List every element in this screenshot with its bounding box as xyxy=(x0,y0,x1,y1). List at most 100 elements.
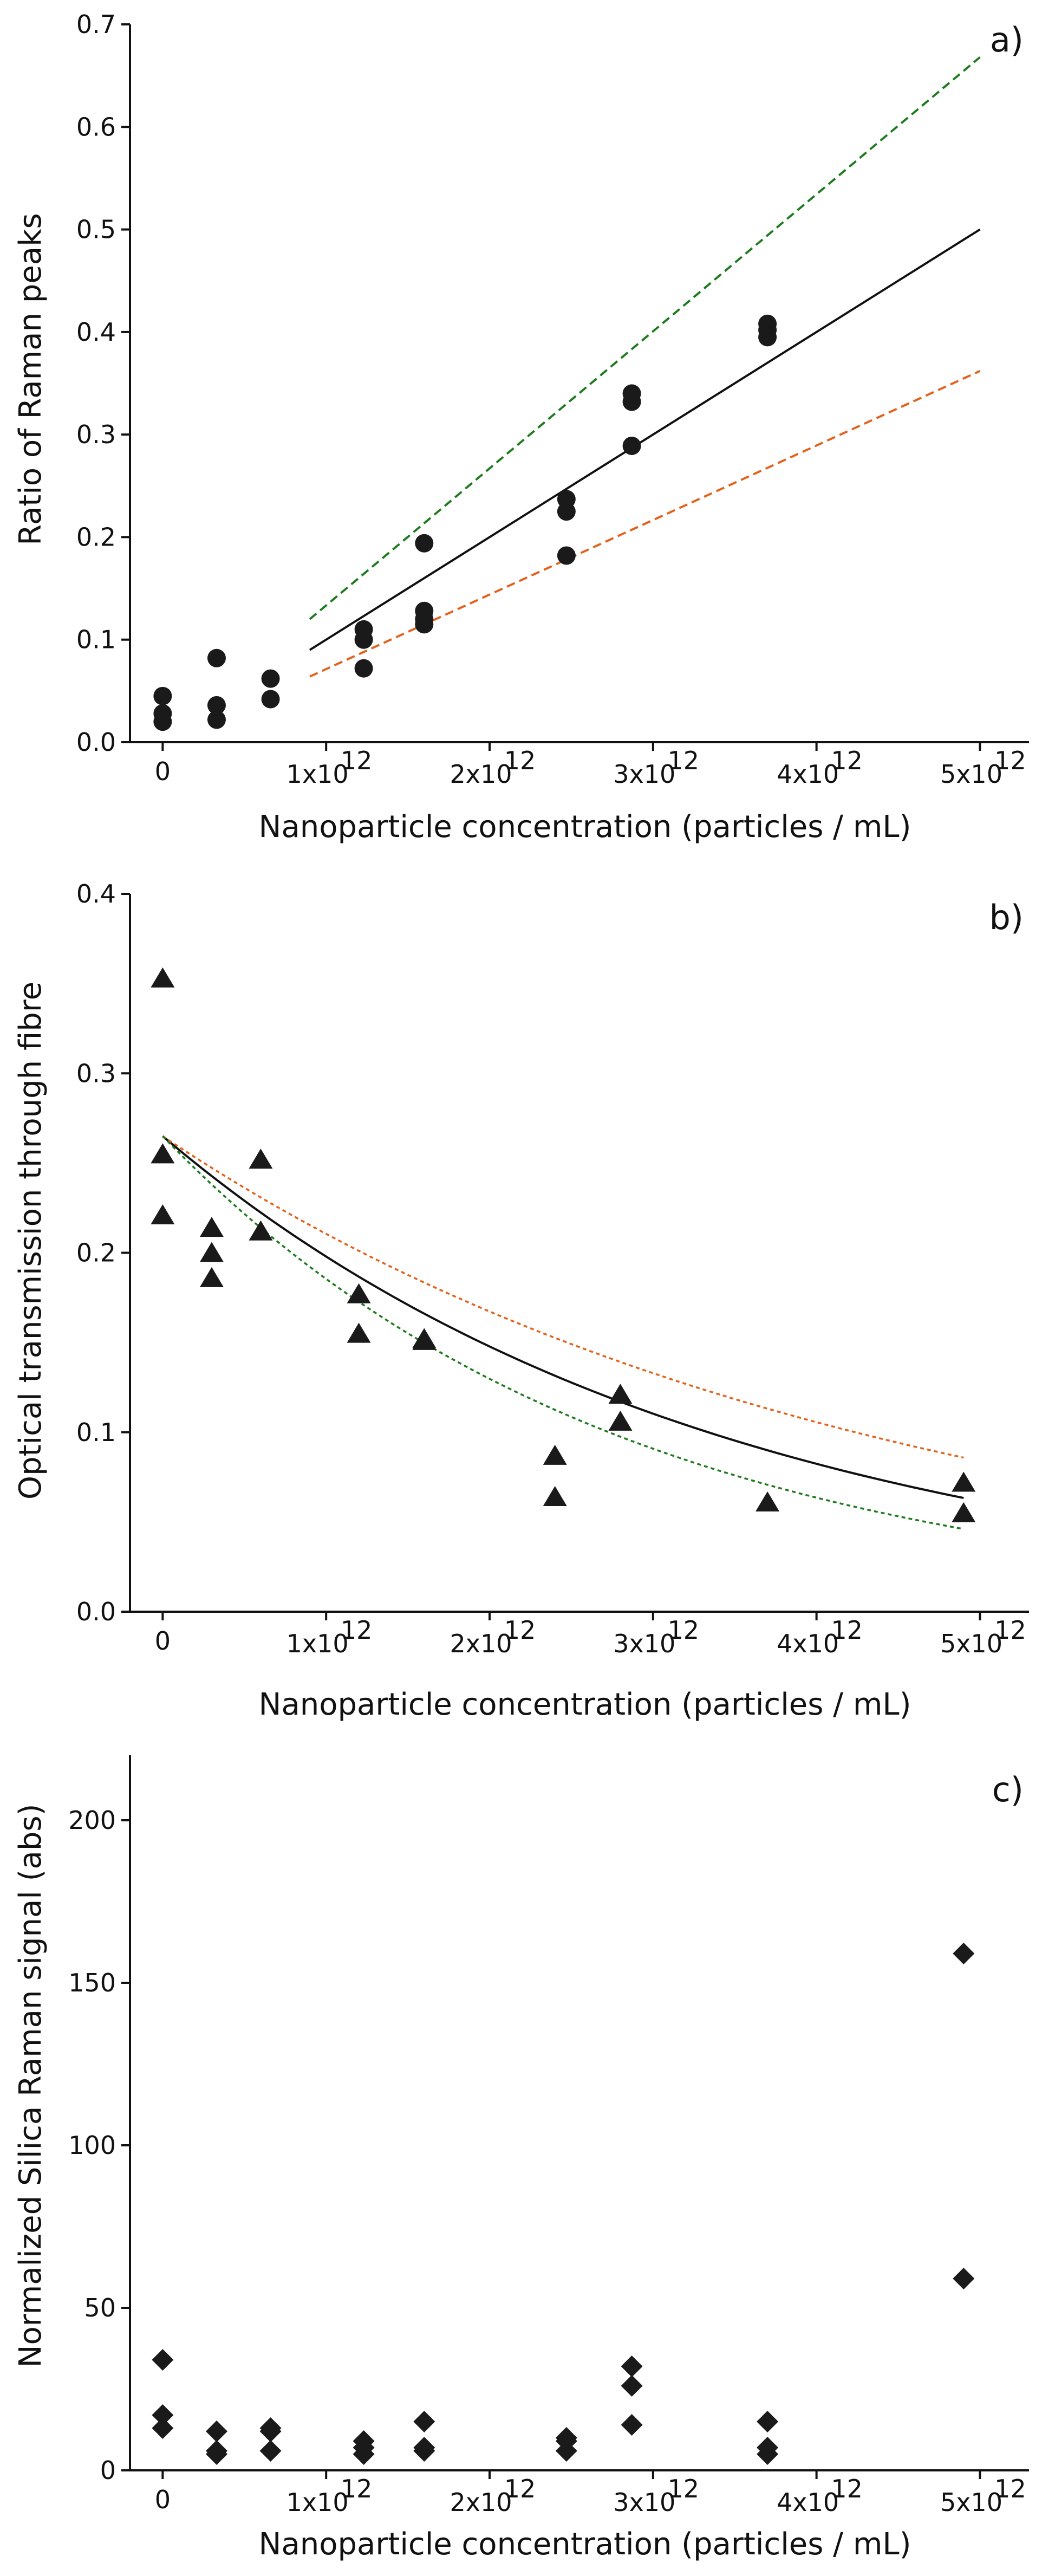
panel-a-lower-bound-line xyxy=(309,369,981,678)
panel-a-data-point xyxy=(758,314,777,333)
panel-b-data-point xyxy=(199,1267,224,1287)
panel-c-x-tick-label: 3x10 xyxy=(613,2488,675,2517)
panel-b-x-tick-exponent: 12 xyxy=(341,1615,373,1645)
panel-c-y-tick-label: 200 xyxy=(68,1806,116,1835)
panel-c-data-point xyxy=(621,2356,643,2377)
panel-c-data-point xyxy=(152,2404,174,2426)
panel-c-x-tick-exponent: 12 xyxy=(994,2474,1026,2503)
panel-a-y-tick-label: 0.1 xyxy=(76,625,116,654)
panel-b-x-tick-exponent: 12 xyxy=(668,1615,700,1645)
panel-b-lower-bound-curve xyxy=(162,1135,964,1530)
panel-c-data-point xyxy=(953,2268,975,2289)
panel-b-data-point xyxy=(347,1283,371,1303)
panel-b-y-axis-label: Optical transmission through fibre xyxy=(13,982,48,1500)
panel-a-data-point xyxy=(622,436,641,455)
panel-a-y-tick-label: 0.5 xyxy=(76,215,116,244)
panel-a-data-point xyxy=(415,601,434,620)
panel-c-data-point xyxy=(205,2421,227,2442)
panel-c-x-tick-label: 4x10 xyxy=(777,2488,839,2517)
panel-b-x-tick-label: 0 xyxy=(155,1626,171,1656)
panel-b-data-point xyxy=(952,1502,976,1522)
panel-b-fit-curves xyxy=(162,1135,964,1530)
panel-b-data-point xyxy=(199,1217,224,1237)
panel-b-x-tick-exponent: 12 xyxy=(831,1615,863,1645)
panel-a-x-tick-exponent: 12 xyxy=(668,746,700,775)
panel-c-data-point xyxy=(353,2443,375,2465)
panel-a-x-tick-exponent: 12 xyxy=(831,746,863,775)
panel-c-data-point xyxy=(621,2414,643,2436)
panel-a-y-tick-label: 0.3 xyxy=(76,420,116,449)
panel-b-x-tick-label: 1x10 xyxy=(286,1629,349,1658)
panel-a-x-tick-label: 5x10 xyxy=(940,760,1002,789)
panel-c-y-tick-label: 100 xyxy=(68,2131,116,2160)
panel-b-y-tick-label: 0.1 xyxy=(76,1418,116,1447)
panel-a-x-tick-label: 4x10 xyxy=(777,760,839,789)
panel-a-data-point xyxy=(207,696,226,715)
panel-b-data-point xyxy=(756,1491,780,1511)
panel-a-y-tick-label: 0.4 xyxy=(76,317,116,347)
panel-b-data-point xyxy=(151,1204,175,1224)
panel-a-data-point xyxy=(354,620,373,639)
panel-b-data-point xyxy=(608,1410,633,1431)
panel-c-data-point xyxy=(621,2375,643,2397)
panel-b-x-tick-exponent: 12 xyxy=(504,1615,536,1645)
panel-a-label: a) xyxy=(990,20,1024,60)
panel-b-label: b) xyxy=(989,898,1024,937)
panel-a-y-tick-label: 0.6 xyxy=(76,112,116,141)
panel-a-x-tick-label: 2x10 xyxy=(450,760,512,789)
panel-c-x-tick-exponent: 12 xyxy=(831,2474,863,2503)
panel-a-x-tick-exponent: 12 xyxy=(994,746,1026,775)
panel-a-x-tick-label: 3x10 xyxy=(613,760,675,789)
panel-a-x-axis-label: Nanoparticle concentration (particles / … xyxy=(259,809,911,845)
panel-b-data-point xyxy=(249,1149,273,1169)
panel-c-x-tick-label: 1x10 xyxy=(286,2488,349,2517)
panel-a-y-tick-label: 0.0 xyxy=(76,728,116,757)
panel-a: a) Ratio of Raman peaks Nanoparticle con… xyxy=(13,10,1029,845)
panel-b-data-point xyxy=(249,1220,273,1241)
panel-b-fit-curve xyxy=(162,1135,964,1500)
panel-c-data-point xyxy=(953,1943,975,1964)
panel-a-data-point xyxy=(261,669,280,688)
panel-b-data-point xyxy=(543,1486,567,1506)
panel-c-data-point xyxy=(413,2440,435,2462)
panel-b-data-point xyxy=(199,1242,224,1262)
panel-c-data-point xyxy=(152,2349,174,2371)
panel-c-y-tick-label: 50 xyxy=(84,2293,116,2322)
panel-b-x-tick-label: 3x10 xyxy=(613,1629,675,1658)
panel-a-data-point xyxy=(207,710,226,729)
panel-b-y-tick-label: 0.2 xyxy=(76,1238,116,1268)
panel-c-data-points xyxy=(152,1943,975,2465)
panel-a-upper-bound-line xyxy=(309,56,981,620)
panel-c-x-tick-exponent: 12 xyxy=(668,2474,700,2503)
panel-b-y-tick-label: 0.4 xyxy=(76,879,116,909)
panel-b-data-point xyxy=(543,1444,567,1465)
panel-a-data-point xyxy=(153,704,172,723)
panel-c-data-point xyxy=(152,2417,174,2439)
panel-a-x-tick-label: 0 xyxy=(155,757,171,786)
panel-c-y-tick-label: 0 xyxy=(100,2456,116,2485)
panel-b-data-points xyxy=(151,967,976,1522)
panel-b-y-tick-label: 0.0 xyxy=(76,1597,116,1626)
panel-a-y-axis-label: Ratio of Raman peaks xyxy=(13,213,48,545)
panel-c-data-point xyxy=(205,2443,227,2465)
panel-c-x-axis-label: Nanoparticle concentration (particles / … xyxy=(259,2527,911,2562)
panel-b-data-point xyxy=(151,1143,175,1164)
panel-b-data-point xyxy=(151,967,175,988)
panel-c-x-tick-label: 5x10 xyxy=(940,2488,1002,2517)
panel-c-data-point xyxy=(757,2443,779,2465)
panel-a-x-tick-exponent: 12 xyxy=(504,746,536,775)
panel-c-x-tick-exponent: 12 xyxy=(504,2474,536,2503)
panel-b-data-point xyxy=(952,1471,976,1492)
panel-c: c) Normalized Silica Raman signal (abs) … xyxy=(13,1755,1029,2562)
panel-b-y-tick-label: 0.3 xyxy=(76,1059,116,1088)
panel-a-fit-lines xyxy=(309,56,981,678)
panel-b-x-tick-exponent: 12 xyxy=(994,1615,1026,1645)
panel-b-x-tick-label: 4x10 xyxy=(777,1629,839,1658)
panel-c-x-tick-exponent: 12 xyxy=(341,2474,373,2503)
panel-b-x-axis-label: Nanoparticle concentration (particles / … xyxy=(259,1687,911,1722)
panel-b-x-tick-label: 5x10 xyxy=(940,1629,1002,1658)
